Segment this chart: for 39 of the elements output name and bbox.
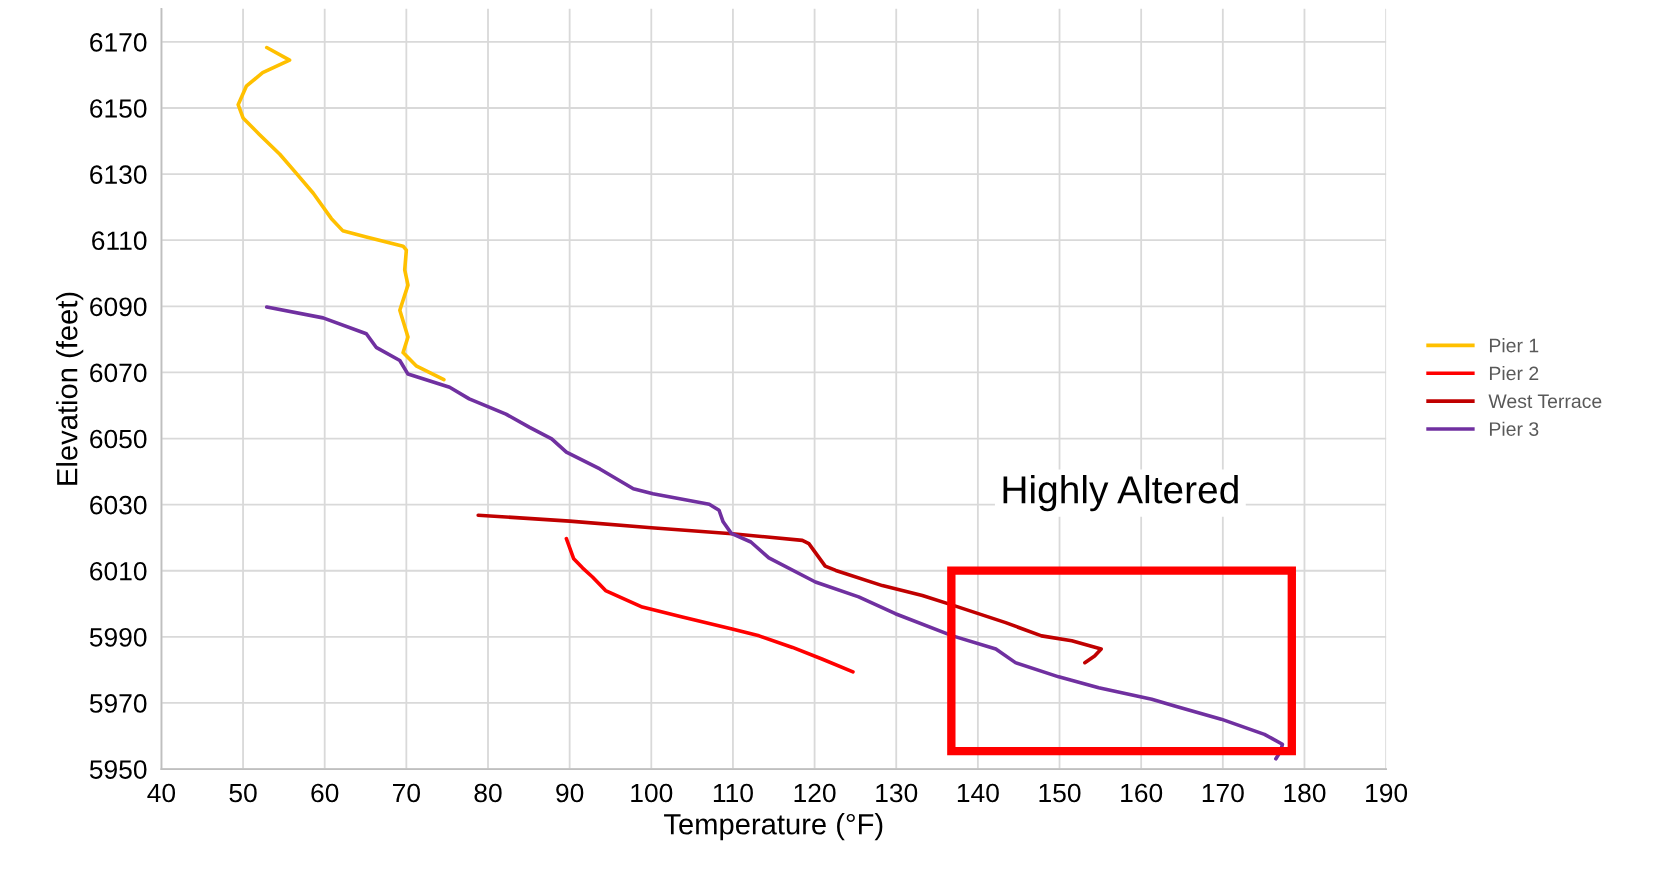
x-tick-label: 160 [1121, 783, 1163, 803]
line-series [476, 513, 1103, 665]
legend-label: Pier 1 [1489, 338, 1539, 353]
x-tick-label: 110 [713, 783, 753, 803]
y-tick-label: 6090 [90, 297, 147, 317]
y-tick-label: 6130 [90, 165, 147, 184]
legend-label: West Terrace [1488, 394, 1602, 409]
x-tick-label: 100 [631, 783, 673, 803]
x-tick-label: 170 [1202, 783, 1244, 803]
y-tick-label: 5970 [89, 694, 147, 713]
x-tick-label: 60 [311, 783, 339, 803]
y-tick-label: 6030 [90, 495, 147, 515]
y-tick-label: 6070 [90, 363, 147, 383]
line-series [264, 305, 1285, 761]
y-tick-label: 6110 [92, 231, 147, 251]
x-tick-label: 140 [957, 783, 999, 803]
annotation: Highly Altered [1003, 474, 1238, 512]
x-tick-label: 190 [1366, 783, 1408, 803]
y-tick-label: 6050 [90, 429, 147, 449]
x-tick-label: 40 [147, 783, 176, 803]
y-tick-label: 6170 [90, 33, 147, 52]
x-tick-label: 120 [794, 783, 836, 803]
y-tick-label: 5990 [89, 627, 147, 647]
x-tick-label: 80 [474, 783, 502, 803]
legend-label: Pier 3 [1489, 421, 1539, 436]
y-tick-label: 6150 [90, 99, 147, 118]
legend-label: Pier 2 [1489, 365, 1539, 381]
x-tick-label: 130 [876, 783, 918, 803]
line-series [236, 45, 446, 382]
line-series [564, 536, 855, 674]
x-tick-label: 70 [393, 783, 420, 803]
x-tick-label: 90 [556, 783, 584, 803]
x-tick-label: 50 [229, 783, 257, 803]
y-tick-label: 6010 [90, 561, 147, 581]
x-tick-label: 180 [1284, 783, 1326, 803]
x-tick-label: 150 [1039, 783, 1081, 803]
y-tick-label: 5950 [89, 760, 147, 779]
x-axis-title: Temperature (°F) [664, 813, 883, 841]
y-axis-title: Elevation (feet) [56, 292, 84, 485]
